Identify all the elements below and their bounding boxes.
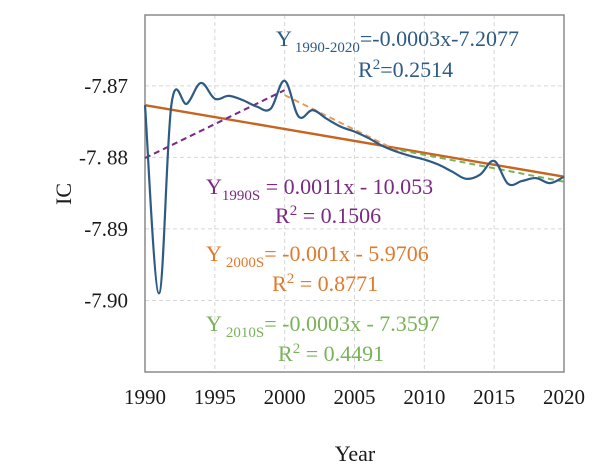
annotation-1990-2020-equation: Y 1990-2020=-0.0003x-7.2077 <box>276 26 519 56</box>
annotation-2000s-equation: Y 2000S= -0.001x - 5.9706 <box>206 241 429 271</box>
trend-1990-2020-line <box>144 103 565 178</box>
y-tick-label: -7.90 <box>84 288 128 312</box>
x-axis-title: Year <box>335 441 376 466</box>
x-tick-label: 2010 <box>403 385 445 409</box>
trend-2010s-line <box>400 149 565 183</box>
x-tick-label: 1990 <box>124 385 166 409</box>
annotation-2000s-r2: R2 = 0.8771 <box>272 271 378 296</box>
annotation-1990s-r2: R2 = 0.1506 <box>275 203 381 228</box>
y-tick-label: -7. 88 <box>79 145 128 169</box>
annotation-2010s-equation: Y 2010S= -0.0003x - 7.3597 <box>206 311 440 341</box>
x-tick-label: 1995 <box>194 385 236 409</box>
x-tick-label: 2005 <box>334 385 376 409</box>
y-tick-label: -7.89 <box>84 217 128 241</box>
plot-frame <box>144 14 565 373</box>
trend-2000s-line <box>284 94 404 155</box>
annotation-1990s-equation: Y1990S = 0.0011x - 10.053 <box>206 174 433 204</box>
annotation-2010s-r2: R2 = 0.4491 <box>278 341 384 366</box>
x-tick-label: 2020 <box>543 385 585 409</box>
x-tick-label: 2000 <box>264 385 306 409</box>
x-tick-labels: 1990 1995 2000 2005 2010 2015 2020 <box>124 385 585 409</box>
grid <box>145 15 564 372</box>
ic-series-line <box>143 79 565 295</box>
annotation-1990-2020-r2: R2=0.2514 <box>358 57 453 82</box>
y-axis-title: IC <box>51 183 76 205</box>
x-tick-label: 2015 <box>473 385 515 409</box>
y-tick-label: -7.87 <box>84 74 128 98</box>
series <box>143 79 565 295</box>
y-tick-labels: -7.87 -7. 88 -7.89 -7.90 <box>79 74 128 313</box>
